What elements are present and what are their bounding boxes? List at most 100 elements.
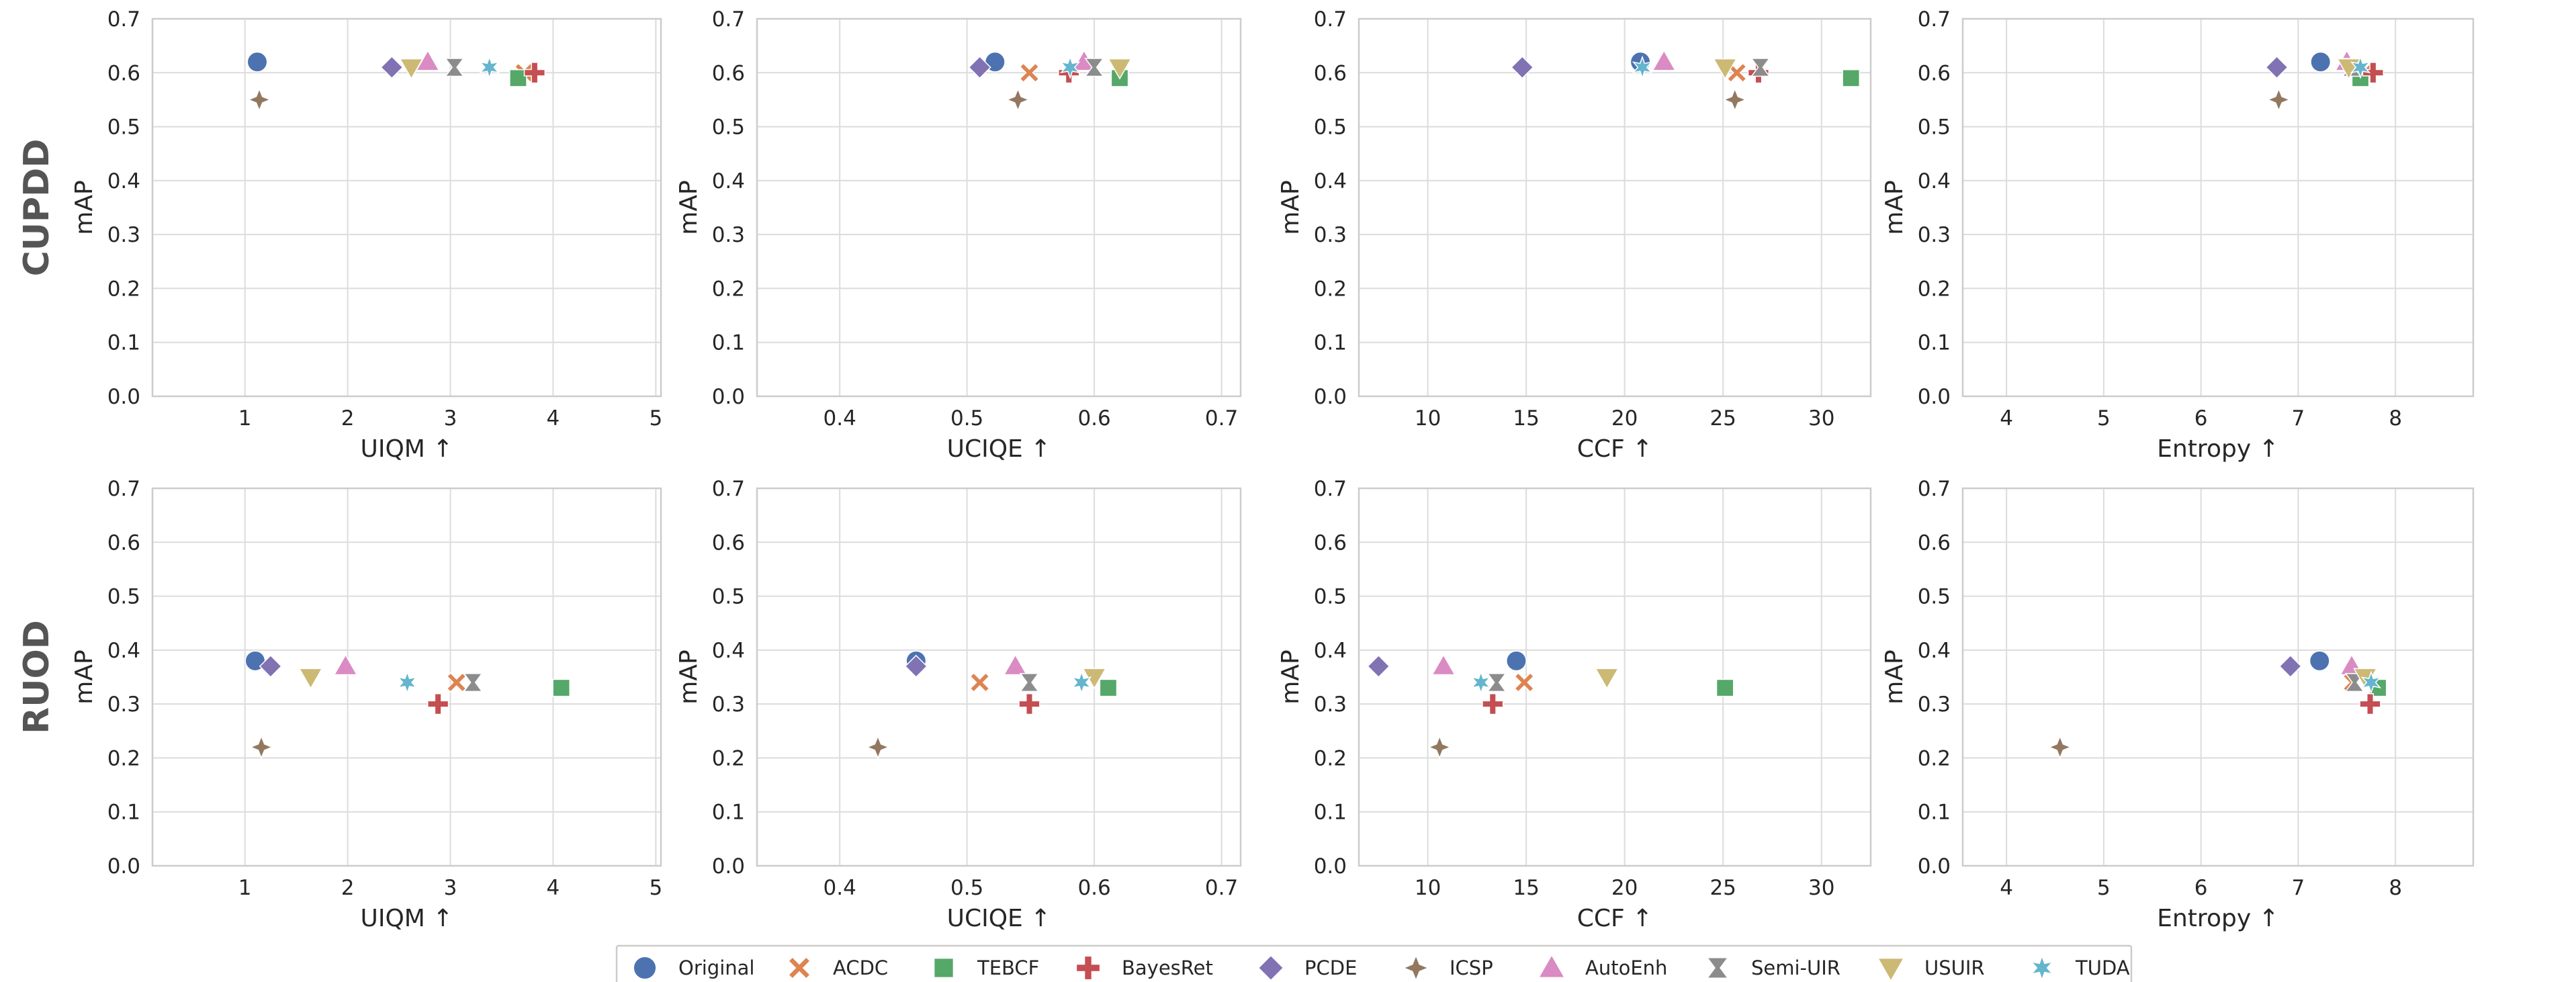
point-autoenh <box>1652 49 1677 71</box>
x-tick-label: 5 <box>649 876 662 900</box>
point-original <box>2309 650 2330 672</box>
y-tick-label: 0.5 <box>1314 585 1347 609</box>
point-semi-uir <box>463 672 483 693</box>
point-original <box>2310 51 2331 73</box>
point-autoenh <box>1431 654 1456 676</box>
y-tick-label: 0.2 <box>107 746 140 770</box>
y-tick-label: 0.4 <box>107 639 140 663</box>
point-icsp <box>2266 87 2291 112</box>
x-tick-label: 0.4 <box>824 406 856 431</box>
legend-label-pcde: PCDE <box>1304 956 1357 979</box>
x-tick-label: 0.5 <box>950 876 983 900</box>
point-bayesret <box>427 693 449 715</box>
y-tick-label: 0.4 <box>1314 169 1347 193</box>
legend-marker-tuda <box>2030 954 2054 981</box>
legend-label-acdc: ACDC <box>833 956 888 979</box>
y-tick-label: 0.6 <box>1918 61 1951 85</box>
y-tick-label: 0.3 <box>107 223 140 247</box>
y-tick-label: 0.7 <box>1918 477 1951 501</box>
point-acdc <box>969 672 990 693</box>
x-tick-label: 30 <box>1808 876 1834 900</box>
point-tuda <box>2360 670 2382 695</box>
y-tick-label: 0.5 <box>1918 585 1951 609</box>
y-tick-label: 0.5 <box>712 116 745 140</box>
x-axis-label: Entropy ↑ <box>2157 435 2278 463</box>
y-tick-label: 0.7 <box>1918 7 1951 32</box>
y-tick-label: 0.3 <box>1918 693 1951 717</box>
point-tuda <box>1071 670 1092 695</box>
y-axis-label: mAP <box>71 650 98 704</box>
x-tick-label: 5 <box>2097 876 2111 900</box>
legend-item-tuda: TUDA <box>2030 954 2130 981</box>
point-icsp <box>865 735 891 760</box>
legend-marker-bayesret <box>1075 955 1101 981</box>
legend-marker-autoenh <box>1538 954 1566 979</box>
legend: Original ACDC TEBCF BayesRet PCDE ICSP AutoEnh… <box>615 944 2133 982</box>
point-semi-uir <box>1750 58 1771 77</box>
y-tick-label: 0.4 <box>1918 639 1951 663</box>
plot-frame <box>151 487 662 867</box>
point-icsp <box>249 735 274 760</box>
point-pcde <box>2278 654 2303 678</box>
y-tick-label: 0.2 <box>1918 746 1951 770</box>
x-tick-label: 2 <box>341 876 355 900</box>
point-tuda <box>1470 670 1492 695</box>
point-pcde <box>1367 654 1390 678</box>
legend-label-tuda: TUDA <box>2075 956 2130 979</box>
panel-ruod-uciqe: 0.0 0.1 0.2 0.3 0.4 0.5 0.6 0.7 0.4 0.5 0.6 0.7 UCIQ… <box>675 477 1242 932</box>
y-tick-label: 0.2 <box>1314 277 1347 301</box>
row-label-ruod: RUOD <box>17 620 57 734</box>
y-tick-label: 0.6 <box>1314 531 1347 555</box>
point-tuda <box>479 55 500 79</box>
point-usuir <box>298 668 323 690</box>
y-tick-label: 0.5 <box>1918 116 1951 140</box>
point-tuda <box>1059 55 1081 79</box>
y-tick-label: 0.6 <box>107 61 140 85</box>
y-tick-label: 0.4 <box>1314 639 1347 663</box>
y-tick-label: 0.2 <box>712 746 745 770</box>
point-usuir <box>1713 58 1738 80</box>
point-tebcf <box>1099 678 1118 697</box>
point-semi-uir <box>1019 672 1040 693</box>
y-tick-label: 0.3 <box>712 223 745 247</box>
x-tick-label: 7 <box>2292 876 2305 900</box>
panel-cupdd-ccf: 0.0 0.1 0.2 0.3 0.4 0.5 0.6 0.7 10 15 20 25 30 CCF ↑ m… <box>1277 7 1872 463</box>
y-axis-label: mAP <box>1881 650 1908 704</box>
point-semi-uir <box>1084 58 1104 77</box>
panel-ruod-uiqm: 0.0 0.1 0.2 0.3 0.4 0.5 0.6 0.7 1 2 3 4 5 UIQM ↑ mAP <box>71 477 662 932</box>
x-tick-label: 5 <box>2097 406 2111 431</box>
y-tick-label: 0.7 <box>1314 7 1347 32</box>
panel-ruod-entropy: 0.0 0.1 0.2 0.3 0.4 0.5 0.6 0.7 4 5 6 7 8 Entropy ↑ mA… <box>1881 477 2475 932</box>
point-bayesret <box>2359 693 2381 715</box>
point-bayesret <box>523 62 546 84</box>
x-tick-label: 0.6 <box>1077 406 1110 431</box>
y-tick-label: 0.2 <box>1918 277 1951 301</box>
x-axis-label: Entropy ↑ <box>2157 905 2278 932</box>
x-tick-label: 6 <box>2194 406 2208 431</box>
x-tick-label: 20 <box>1611 406 1638 431</box>
x-tick-label: 3 <box>444 876 457 900</box>
y-tick-label: 0.2 <box>1314 746 1347 770</box>
point-tuda <box>2350 55 2371 79</box>
y-tick-label: 0.2 <box>712 277 745 301</box>
point-autoenh <box>333 654 358 676</box>
point-acdc <box>1514 672 1535 693</box>
point-icsp <box>1427 735 1452 760</box>
point-tebcf <box>1842 69 1861 87</box>
legend-item-tebcf: TEBCF <box>933 956 1039 979</box>
y-tick-label: 0.1 <box>1314 801 1347 825</box>
legend-label-original: Original <box>678 956 754 979</box>
legend-item-semi-uir: Semi-UIR <box>1706 956 1840 979</box>
y-tick-label: 0.4 <box>712 639 745 663</box>
y-tick-label: 0.6 <box>1314 61 1347 85</box>
y-tick-label: 0.0 <box>1918 385 1951 409</box>
panel-cupdd-entropy: 0.0 0.1 0.2 0.3 0.4 0.5 0.6 0.7 4 5 6 7 8 Entropy ↑ mA… <box>1881 7 2475 463</box>
x-tick-label: 5 <box>649 406 662 431</box>
y-tick-label: 0.6 <box>107 531 140 555</box>
point-pcde <box>968 56 991 79</box>
row-label-cupdd: CUPDD <box>17 139 57 277</box>
panel-cupdd-uciqe: 0.0 0.1 0.2 0.3 0.4 0.5 0.6 0.7 0.4 0.5 0.6 0.7 UCIQ… <box>675 7 1242 463</box>
legend-marker-original <box>633 956 657 980</box>
panel-ruod-ccf: 0.0 0.1 0.2 0.3 0.4 0.5 0.6 0.7 10 15 20 25 30 CCF ↑ m… <box>1277 477 1872 932</box>
